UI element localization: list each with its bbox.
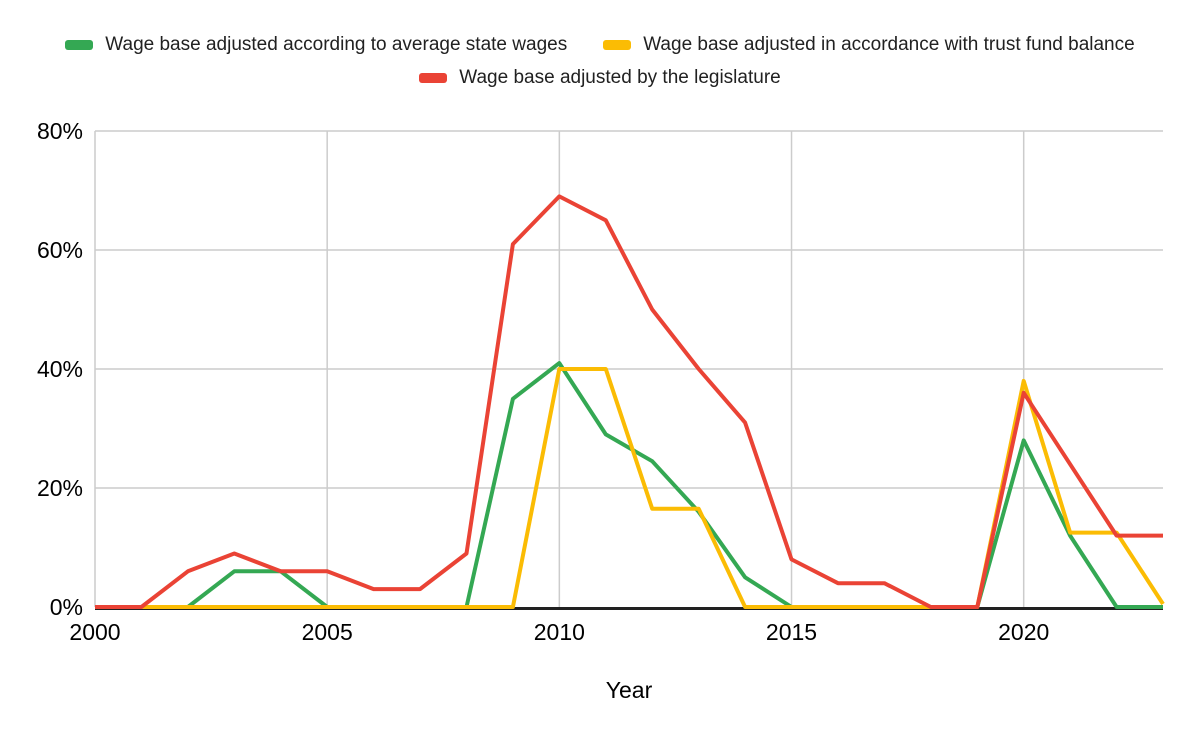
x-tick-label-2: 2010 [534,619,585,645]
y-tick-label-1: 20% [37,475,83,501]
legend-item-0: Wage base adjusted according to average … [65,33,567,57]
y-tick-label-0: 0% [50,594,83,620]
chart-legend: Wage base adjusted according to average … [0,33,1200,90]
legend-label: Wage base adjusted by the legislature [459,67,781,88]
x-tick-label-0: 2000 [69,619,120,645]
legend-label: Wage base adjusted in accordance with tr… [643,34,1135,55]
legend-item-1: Wage base adjusted in accordance with tr… [603,33,1135,57]
x-tick-label-3: 2015 [766,619,817,645]
legend-row-top: Wage base adjusted according to average … [65,33,1135,57]
legend-label: Wage base adjusted according to average … [105,34,568,55]
y-tick-label-3: 60% [37,237,83,263]
y-tick-label-4: 80% [37,118,83,144]
y-tick-label-2: 40% [37,356,83,382]
x-tick-label-1: 2005 [302,619,353,645]
legend-swatch-icon [65,40,94,50]
x-axis-title: Year [605,677,653,703]
series-line-2 [95,194,1163,609]
legend-row-bottom: Wage base adjusted by the legislature [419,66,781,90]
legend-swatch-icon [603,40,632,50]
x-tick-label-4: 2020 [998,619,1049,645]
legend-item-2: Wage base adjusted by the legislature [419,66,781,90]
legend-swatch-icon [419,73,448,83]
